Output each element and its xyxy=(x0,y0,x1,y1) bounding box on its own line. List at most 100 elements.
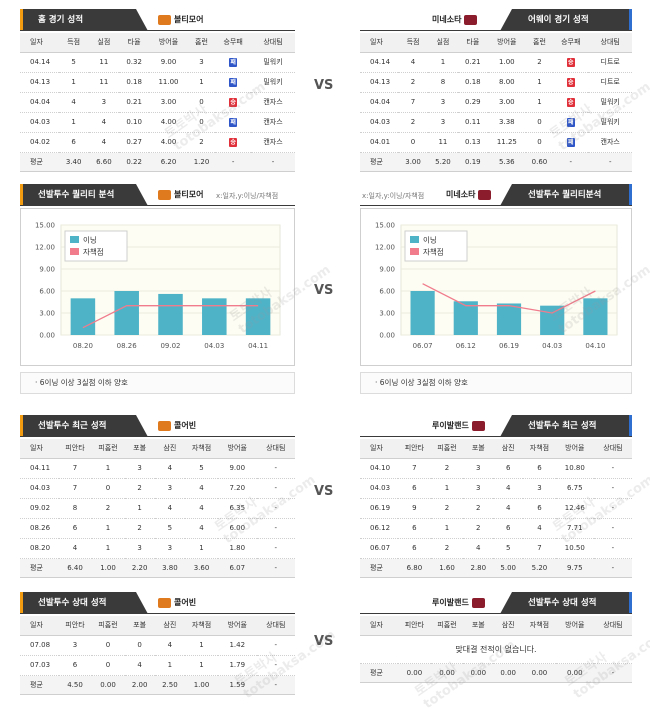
pitcher-name: 콜어빈 xyxy=(174,598,197,607)
pitcher-recent-left-header: 선발투수 최근 성적 콜어빈 xyxy=(20,415,295,437)
average-cell: 5.36 xyxy=(487,152,526,172)
table-cell: 6 xyxy=(493,518,524,539)
table-cell: 3 xyxy=(187,52,216,73)
vs-label: VS xyxy=(314,484,334,499)
table-cell: 0.29 xyxy=(457,92,488,113)
column-header: 상대팀 xyxy=(256,439,295,459)
average-cell: 2.80 xyxy=(463,558,494,578)
x-tick-label: 08.26 xyxy=(117,342,138,350)
x-tick-label: 04.10 xyxy=(585,342,605,350)
line-series-earned-runs xyxy=(422,283,596,314)
table-cell: 1 xyxy=(124,498,155,519)
column-header: 일자 xyxy=(20,33,59,53)
quality-right-title: 선발투수 퀄리티분석 xyxy=(500,184,632,206)
table-cell: 0.32 xyxy=(119,52,150,73)
table-cell: 9.00 xyxy=(149,52,188,73)
column-header: 일자 xyxy=(360,616,399,636)
table-cell: 7 xyxy=(398,92,428,113)
result-cell: 승 xyxy=(215,132,251,153)
header-rule xyxy=(360,205,632,206)
result-badge: 패 xyxy=(229,77,238,87)
average-cell: 0.19 xyxy=(457,152,488,172)
vs-label: VS xyxy=(314,283,334,298)
average-cell: 평균 xyxy=(360,152,399,172)
column-header: 자책점 xyxy=(523,439,556,459)
y-tick-label: 9.00 xyxy=(379,266,395,274)
table-row: 07.03 6 0 4 1 1 1.79- xyxy=(20,655,295,676)
average-cell: 1.00 xyxy=(91,558,125,578)
y-tick-label: 0.00 xyxy=(379,332,395,340)
table-row: 06.07 6 2 4 5 7 10.50- xyxy=(360,538,632,559)
column-header: 실점 xyxy=(427,33,458,53)
y-tick-label: 9.00 xyxy=(39,266,55,274)
table-cell: 0.13 xyxy=(457,132,488,153)
table-cell: 2 xyxy=(525,52,554,73)
table-cell: 3 xyxy=(88,92,119,113)
pitcher-vs-right-panel: 선발투수 상대 성적 루이발랜드 일자 피안타 피홈런 포볼 삼진 자책점 방어율 상대팀 맞대… xyxy=(360,592,632,683)
team-name: 미네소타 xyxy=(446,190,476,199)
table-cell: 04.03 xyxy=(20,112,59,133)
table-cell: 2 xyxy=(124,478,155,499)
y-tick-label: 3.00 xyxy=(379,310,395,318)
axis-note: x:일자,y:이닝/자책점 xyxy=(216,192,279,200)
column-header: 득점 xyxy=(58,33,89,53)
x-tick-label: 04.03 xyxy=(204,342,224,350)
table-cell: 04.14 xyxy=(360,52,399,73)
table-cell: 4 xyxy=(493,478,524,499)
table-cell: 4 xyxy=(154,498,185,519)
table-cell: 1 xyxy=(187,72,216,93)
bar xyxy=(540,305,565,335)
average-cell: 평균 xyxy=(360,558,399,578)
table-cell: 3.00 xyxy=(149,92,188,113)
average-row: 평균 0.00 0.00 0.00 0.00 0.00 0.00- xyxy=(360,663,632,683)
table-cell: 3.38 xyxy=(487,112,526,133)
table-cell: 4 xyxy=(124,655,155,676)
average-cell: 0.00 xyxy=(523,663,556,683)
average-cell: 6.20 xyxy=(149,152,188,172)
table-cell: 11 xyxy=(88,72,119,93)
x-tick-label: 06.07 xyxy=(413,342,433,350)
average-cell: - xyxy=(593,558,632,578)
column-header: 삼진 xyxy=(154,616,185,636)
table-row: 04.11 7 1 3 4 5 9.00- xyxy=(20,458,295,479)
table-cell: 04.04 xyxy=(20,92,59,113)
legend-label: 자책점 xyxy=(83,247,104,257)
column-header: 피홈런 xyxy=(91,439,125,459)
table-cell: 3 xyxy=(154,538,185,559)
bar xyxy=(410,291,435,335)
average-cell: 1.60 xyxy=(430,558,464,578)
table-cell: 0.21 xyxy=(119,92,150,113)
table-cell: 0.11 xyxy=(457,112,488,133)
quality-left-header: 선발투수 퀄리티 분석 볼티모어 x:일자,y:이닝/자책점 xyxy=(20,184,295,206)
team-baltimore: 볼티모어 xyxy=(158,14,203,25)
table-cell: 06.07 xyxy=(360,538,399,559)
table-cell: 2 xyxy=(463,498,494,519)
column-header: 피홈런 xyxy=(430,439,464,459)
quality-left-title: 선발투수 퀄리티 분석 xyxy=(20,184,148,206)
table-cell: 0 xyxy=(91,655,125,676)
vs-label: VS xyxy=(314,78,334,93)
table-cell: 4 xyxy=(154,458,185,479)
result-badge: 승 xyxy=(229,137,238,147)
table-cell: 4 xyxy=(88,112,119,133)
table-cell: 04.03 xyxy=(360,112,399,133)
table-cell: 1 xyxy=(185,635,218,656)
header-rule xyxy=(360,436,632,437)
away-record-title: 어웨이 경기 성적 xyxy=(500,9,632,31)
legend-swatch xyxy=(410,248,419,255)
result-badge: 승 xyxy=(229,97,238,107)
pitcher-cole-irvin: 콜어빈 xyxy=(158,597,196,608)
pitcher-recent-right-panel: 선발투수 최근 성적 루이발랜드 일자 피안타 피홈런 포볼 삼진 자책점 방어율 상대팀 04… xyxy=(360,415,632,578)
table-cell: 2 xyxy=(398,72,428,93)
home-record-panel: 홈 경기 성적 볼티모어 일자 득점 실점 타율 방어율 홈런 승무패 상대팀 04.14 5 11… xyxy=(20,9,295,172)
quality-right-header: x:일자,y:이닝/자책점 미네소타 선발투수 퀄리티분석 xyxy=(360,184,632,206)
table-cell: 6 xyxy=(398,518,431,539)
pitcher-name: 콜어빈 xyxy=(174,421,197,430)
table-cell: 0 xyxy=(124,635,155,656)
table-row: 06.19 9 2 2 4 6 12.46- xyxy=(360,498,632,519)
bar xyxy=(70,298,96,335)
pitcher-lewis-bland: 루이발랜드 xyxy=(432,597,485,608)
column-header: 방어율 xyxy=(487,33,526,53)
header-rule xyxy=(20,205,295,206)
